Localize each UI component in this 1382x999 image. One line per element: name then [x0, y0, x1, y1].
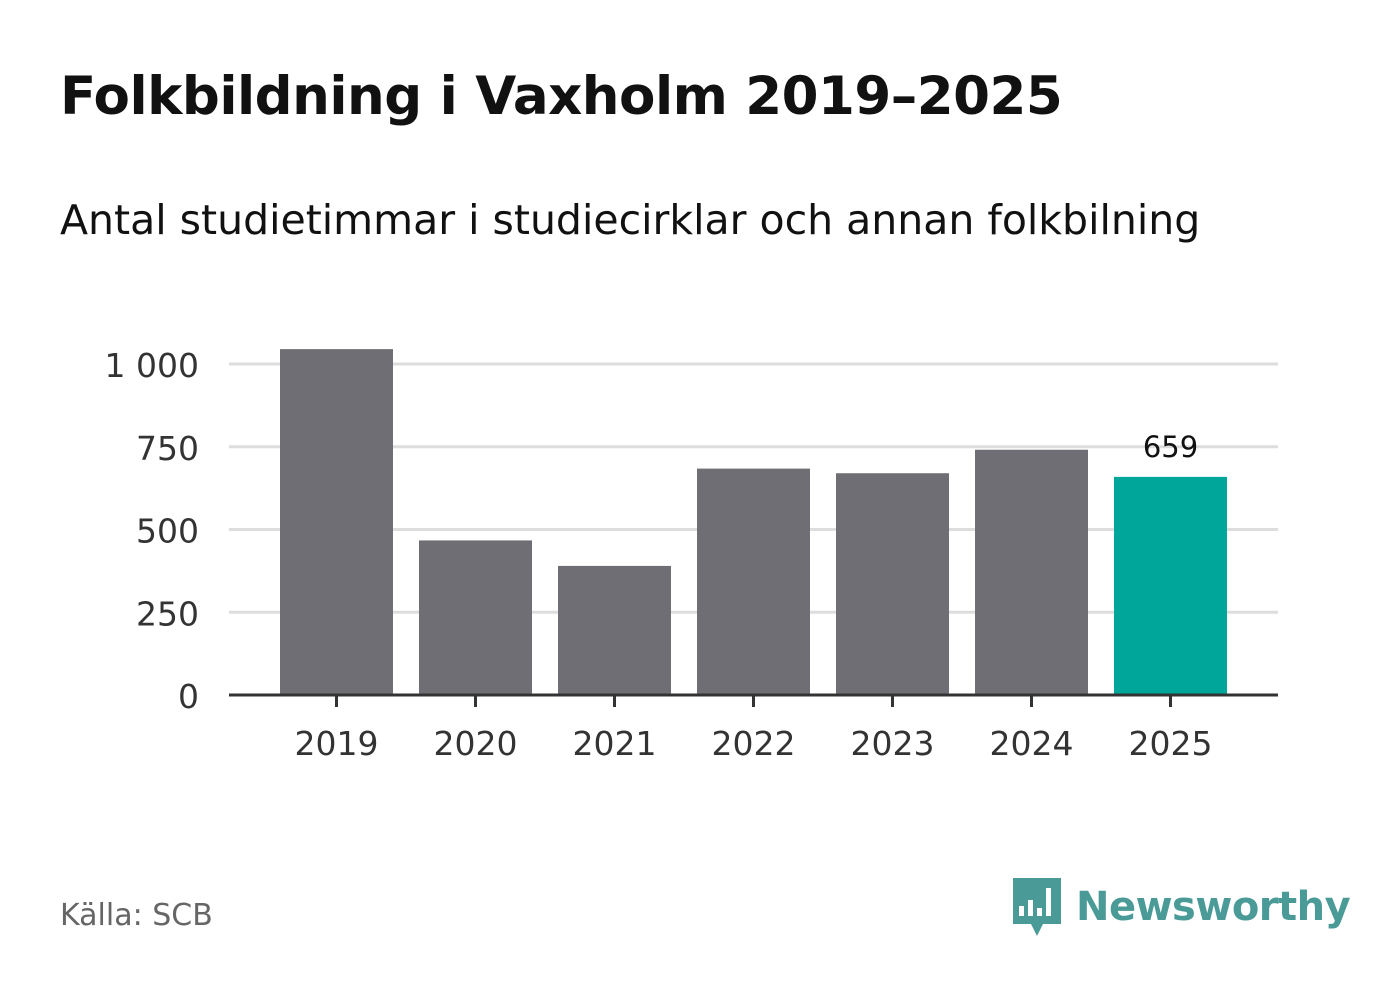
bar-chart-speech-bubble-icon	[1013, 878, 1061, 936]
bar	[558, 565, 671, 695]
y-tick-label: 0	[178, 677, 199, 716]
x-tick-label: 2024	[990, 724, 1074, 763]
brand-name: Newsworthy	[1076, 884, 1351, 930]
x-tick-label: 2025	[1129, 724, 1213, 763]
bar	[836, 473, 949, 695]
chart-title: Folkbildning i Vaxholm 2019–2025	[60, 66, 1063, 127]
y-tick-label: 1 000	[105, 346, 199, 385]
bars	[280, 349, 1227, 695]
y-tick-label: 750	[136, 429, 199, 468]
newsworthy-logo: Newsworthy	[1010, 872, 1351, 942]
bar	[280, 349, 393, 695]
x-tick-label: 2021	[573, 724, 657, 763]
x-axis-labels: 2019 2020 2021 2022 2023 2024 2025	[295, 724, 1213, 763]
x-tick-label: 2022	[712, 724, 796, 763]
x-axis	[229, 693, 1278, 707]
data-label: 659	[1143, 430, 1198, 464]
y-tick-label: 250	[136, 594, 199, 633]
bar	[1114, 476, 1227, 695]
chart-subtitle: Antal studietimmar i studiecirklar och a…	[60, 196, 1201, 244]
bar	[975, 449, 1088, 695]
y-axis-labels: 0 250 500 750 1 000	[105, 346, 199, 716]
x-tick-label: 2019	[295, 724, 379, 763]
y-tick-label: 500	[136, 512, 199, 551]
bar	[419, 540, 532, 695]
x-tick-label: 2020	[434, 724, 518, 763]
x-tick-label: 2023	[851, 724, 935, 763]
data-labels: 659	[1143, 430, 1198, 464]
bar	[697, 468, 810, 695]
source-note: Källa: SCB	[60, 898, 213, 933]
